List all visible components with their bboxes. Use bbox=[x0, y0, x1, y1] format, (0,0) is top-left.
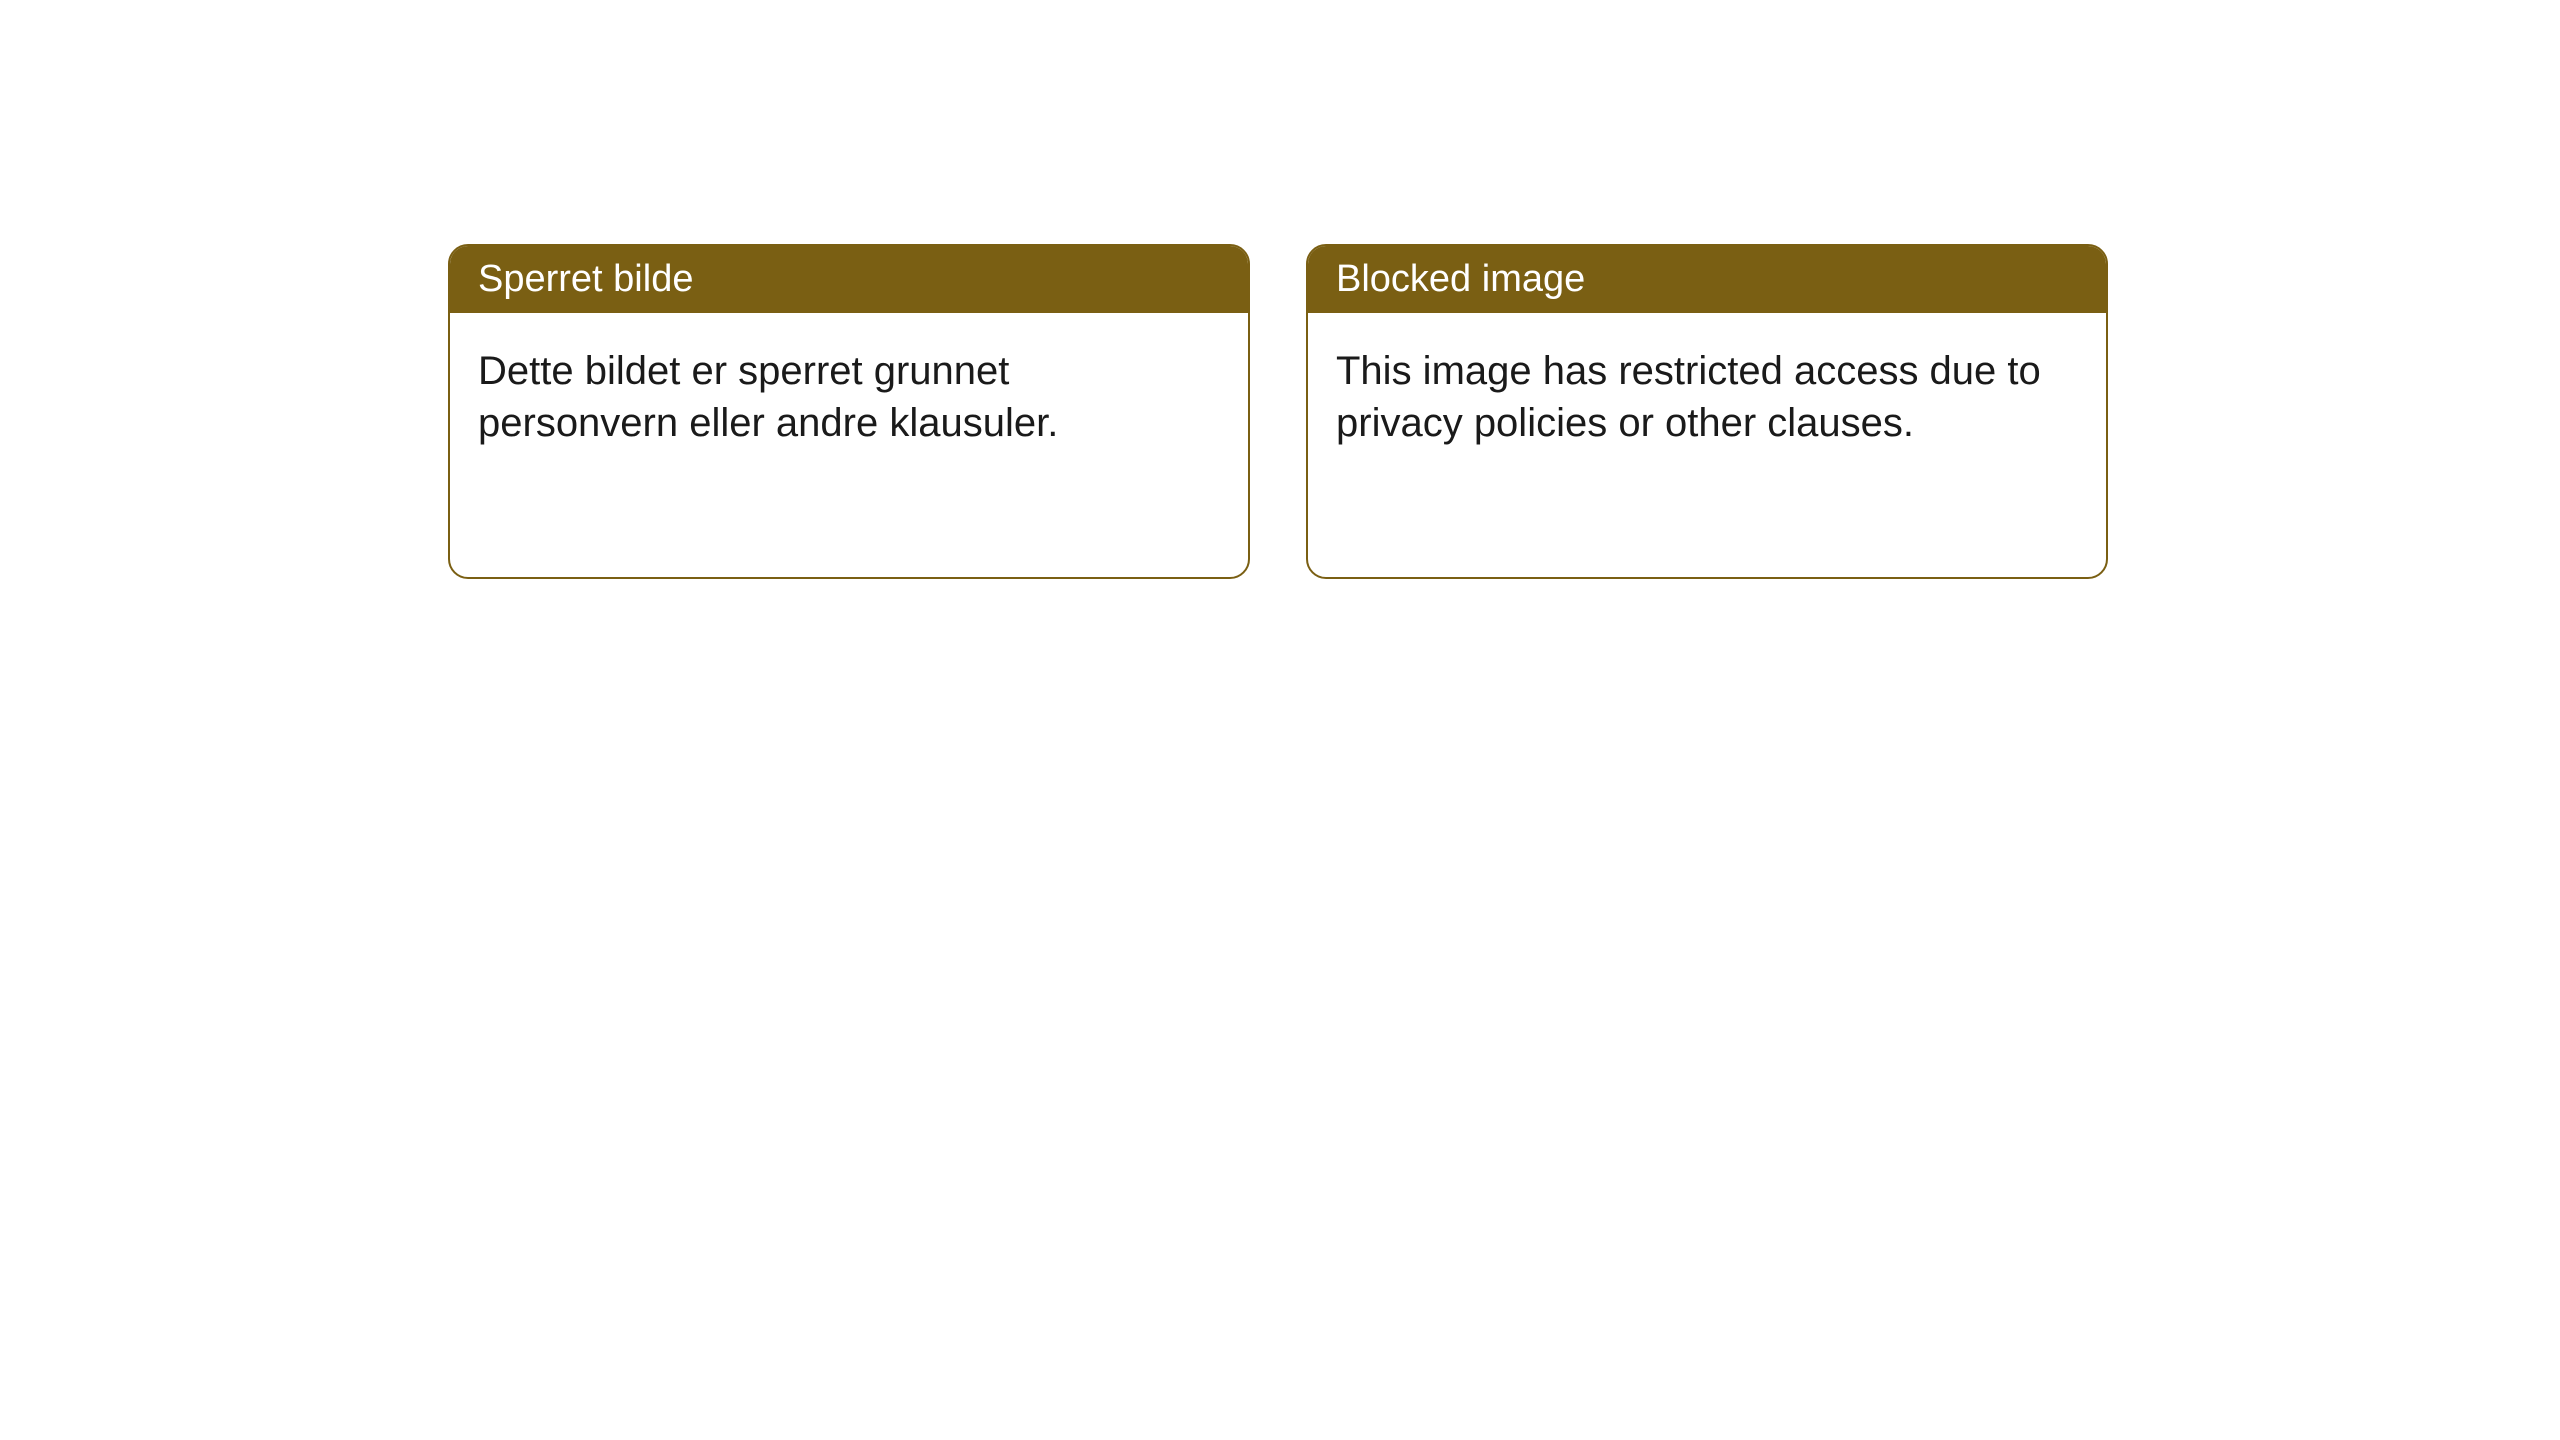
notice-card-english: Blocked image This image has restricted … bbox=[1306, 244, 2108, 579]
notice-card-norwegian: Sperret bilde Dette bildet er sperret gr… bbox=[448, 244, 1250, 579]
notice-body: Dette bildet er sperret grunnet personve… bbox=[450, 313, 1248, 481]
notice-body: This image has restricted access due to … bbox=[1308, 313, 2106, 481]
notice-title: Blocked image bbox=[1308, 246, 2106, 313]
notice-title: Sperret bilde bbox=[450, 246, 1248, 313]
notice-container: Sperret bilde Dette bildet er sperret gr… bbox=[448, 244, 2108, 579]
